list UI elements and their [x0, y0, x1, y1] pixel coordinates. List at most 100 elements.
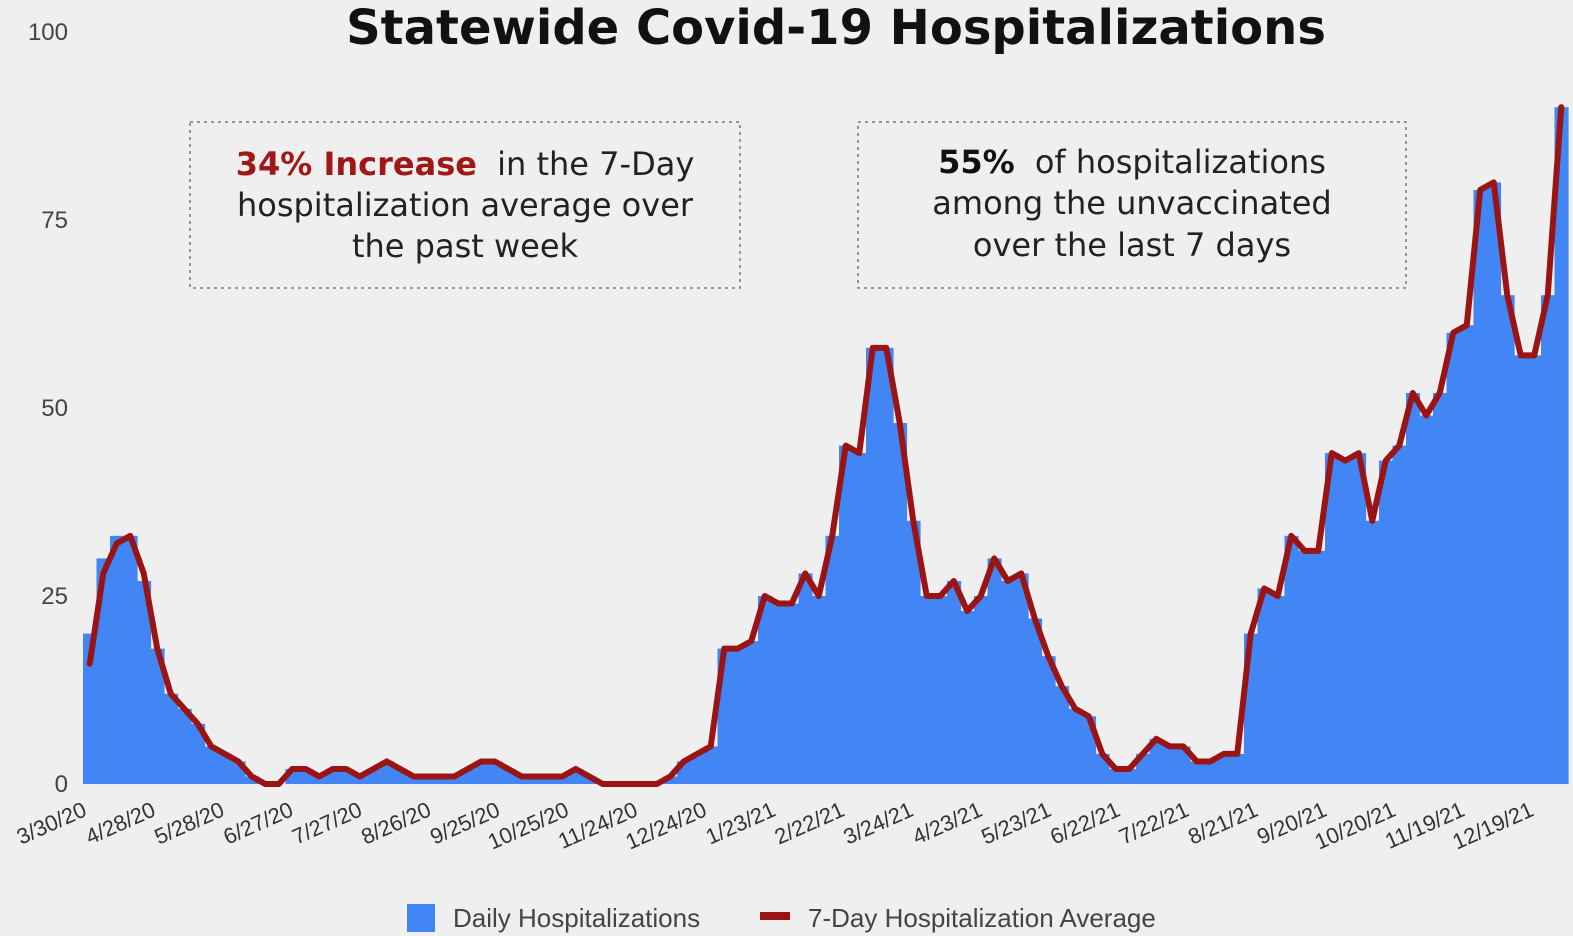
daily-bar [1352, 453, 1367, 784]
daily-bar [879, 347, 894, 784]
daily-bar [353, 776, 368, 784]
daily-bar [987, 558, 1002, 784]
x-tick-label: 7/22/21 [1115, 797, 1192, 850]
daily-bar [852, 453, 867, 784]
daily-bar [177, 708, 192, 784]
daily-hospitalizations-bars [83, 107, 1569, 785]
legend-swatch-daily [407, 904, 435, 932]
y-tick-label: 0 [55, 771, 68, 798]
daily-bar [110, 535, 125, 784]
annotation-increase-line3: the past week [352, 227, 579, 265]
daily-bar [1433, 392, 1448, 784]
daily-bar [218, 753, 233, 784]
daily-bar [812, 596, 827, 784]
daily-bar [1001, 580, 1016, 784]
daily-bar [191, 723, 206, 784]
daily-bar [785, 603, 800, 784]
x-tick-label: 8/21/21 [1184, 797, 1261, 850]
daily-bar [515, 776, 530, 784]
daily-bar [1338, 460, 1353, 784]
y-tick-label: 25 [41, 583, 68, 610]
annotation-unvax-line3: over the last 7 days [973, 226, 1291, 264]
daily-bar [947, 580, 962, 784]
daily-bar [704, 746, 719, 784]
x-tick-label: 3/30/20 [13, 797, 90, 850]
daily-bar [933, 596, 948, 784]
annotation-strong-percent: 55% [938, 143, 1015, 181]
daily-bar [164, 693, 179, 784]
x-axis-ticks: 3/30/204/28/205/28/206/27/207/27/208/26/… [13, 797, 1537, 855]
annotation-unvax-line1: of hospitalizations [1035, 143, 1326, 181]
daily-bar [312, 776, 327, 784]
daily-bar [1041, 656, 1056, 784]
daily-bar [960, 611, 975, 784]
daily-bar [488, 761, 503, 784]
daily-bar [866, 347, 881, 784]
daily-bar [1163, 746, 1178, 784]
daily-bar [1527, 355, 1542, 784]
x-tick-label: 1/23/21 [702, 797, 779, 850]
daily-bar [744, 641, 759, 784]
daily-bar [771, 603, 786, 784]
daily-bar [1257, 588, 1272, 784]
seven-day-average-line [86, 104, 1565, 787]
daily-bar [731, 648, 746, 784]
daily-bar [1487, 182, 1502, 784]
daily-bar [690, 753, 705, 784]
daily-bar [1271, 596, 1286, 784]
annotation-line-1: 34% Increase in the 7-Day [236, 145, 695, 183]
x-tick-label: 6/22/21 [1046, 797, 1123, 850]
daily-bar [1028, 618, 1043, 784]
daily-bar [137, 580, 152, 784]
daily-bar [1230, 753, 1245, 784]
x-tick-label: 2/22/21 [771, 797, 848, 850]
annotation-box-frame [189, 121, 741, 289]
daily-bar [839, 445, 854, 784]
daily-bar [1190, 761, 1205, 784]
legend-label-daily: Daily Hospitalizations [453, 903, 700, 933]
daily-bar [555, 776, 570, 784]
daily-bar [1311, 550, 1326, 784]
x-tick-label: 12/19/21 [1449, 797, 1537, 855]
daily-bar [1217, 753, 1232, 784]
legend-swatch-average [760, 912, 790, 920]
y-tick-label: 75 [41, 207, 68, 234]
daily-bar [1122, 768, 1137, 784]
daily-bar [974, 596, 989, 784]
x-tick-label: 5/23/21 [977, 797, 1054, 850]
daily-bar [83, 633, 98, 784]
annotation-strong-increase: 34% Increase [236, 145, 477, 183]
daily-bar [528, 776, 543, 784]
daily-bar [1203, 761, 1218, 784]
legend-label-average: 7-Day Hospitalization Average [808, 903, 1156, 933]
x-tick-label: 4/23/21 [909, 797, 986, 850]
seven-day-average-line-group [86, 104, 1565, 787]
daily-bar [1109, 768, 1124, 784]
x-tick-label: 10/20/21 [1311, 797, 1399, 855]
annotation-box-increase: 34% Increase in the 7-Day hospitalizatio… [189, 121, 741, 289]
daily-bar [906, 520, 921, 784]
x-tick-label: 5/28/20 [151, 797, 228, 850]
annotation-increase-line2: hospitalization average over [237, 186, 694, 224]
daily-bar [1419, 415, 1434, 784]
daily-bar [798, 573, 813, 784]
x-tick-label: 12/24/20 [622, 797, 710, 855]
daily-bar [582, 776, 597, 784]
daily-bar [1298, 550, 1313, 784]
annotation-unvax-line2: among the unvaccinated [932, 184, 1331, 222]
daily-bar [434, 776, 449, 784]
daily-bar [1055, 686, 1070, 784]
annotation-box-frame [857, 121, 1407, 289]
daily-bar [1068, 708, 1083, 784]
daily-bar [1514, 355, 1529, 784]
y-axis-ticks: 100 75 50 25 0 [28, 19, 68, 798]
legend: Daily Hospitalizations 7-Day Hospitaliza… [407, 903, 1156, 933]
daily-bar [245, 776, 260, 784]
daily-bar [407, 776, 422, 784]
daily-bar [420, 776, 435, 784]
daily-bar [825, 535, 840, 784]
annotation-line-1: 55% of hospitalizations [938, 143, 1326, 181]
daily-bar [1365, 520, 1380, 784]
daily-bar [1284, 535, 1299, 784]
daily-bar [1392, 445, 1407, 784]
